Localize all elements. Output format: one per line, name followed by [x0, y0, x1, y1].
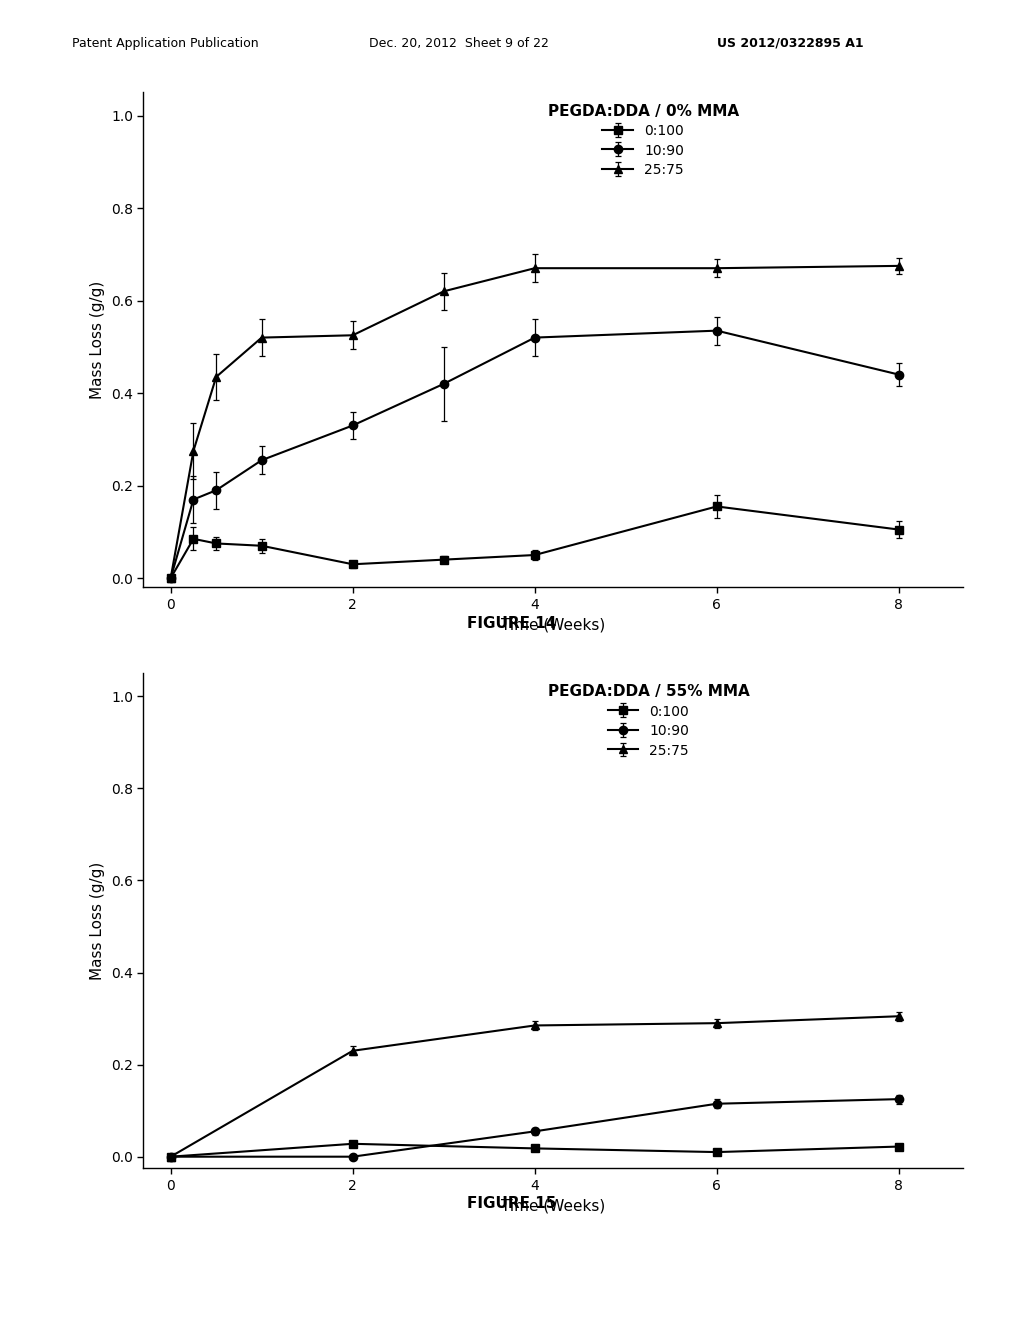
X-axis label: Time (Weeks): Time (Weeks) [501, 1199, 605, 1213]
Legend: 0:100, 10:90, 25:75: 0:100, 10:90, 25:75 [544, 680, 754, 762]
Text: FIGURE 15: FIGURE 15 [467, 1196, 557, 1212]
Text: Dec. 20, 2012  Sheet 9 of 22: Dec. 20, 2012 Sheet 9 of 22 [369, 37, 549, 50]
Text: US 2012/0322895 A1: US 2012/0322895 A1 [717, 37, 863, 50]
Text: Patent Application Publication: Patent Application Publication [72, 37, 258, 50]
X-axis label: Time (Weeks): Time (Weeks) [501, 618, 605, 632]
Legend: 0:100, 10:90, 25:75: 0:100, 10:90, 25:75 [544, 99, 743, 181]
Text: FIGURE 14: FIGURE 14 [467, 615, 557, 631]
Y-axis label: Mass Loss (g/g): Mass Loss (g/g) [90, 862, 105, 979]
Y-axis label: Mass Loss (g/g): Mass Loss (g/g) [90, 281, 105, 399]
